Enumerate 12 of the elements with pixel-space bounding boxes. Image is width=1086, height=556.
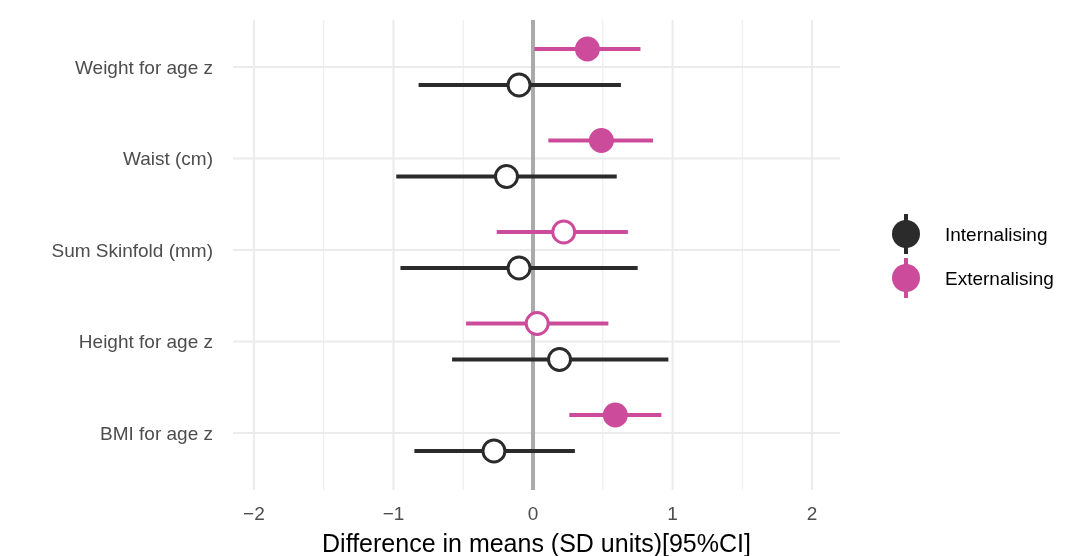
y-tick-label: Sum Skinfold (mm) [51, 239, 213, 261]
y-tick-label: BMI for age z [100, 422, 213, 444]
y-tick-label: Height for age z [78, 331, 213, 353]
y-tick-label: Weight for age z [74, 56, 213, 78]
x-tick-label: −1 [382, 503, 405, 524]
y-tick-label: Waist (cm) [122, 148, 213, 170]
legend-label: Internalising [945, 223, 1048, 245]
x-tick-label: 2 [806, 503, 818, 524]
legend-label: Externalising [945, 267, 1054, 289]
x-tick-label: −2 [243, 503, 265, 524]
x-tick-label: 0 [527, 503, 539, 524]
x-tick-label: 1 [667, 503, 678, 524]
